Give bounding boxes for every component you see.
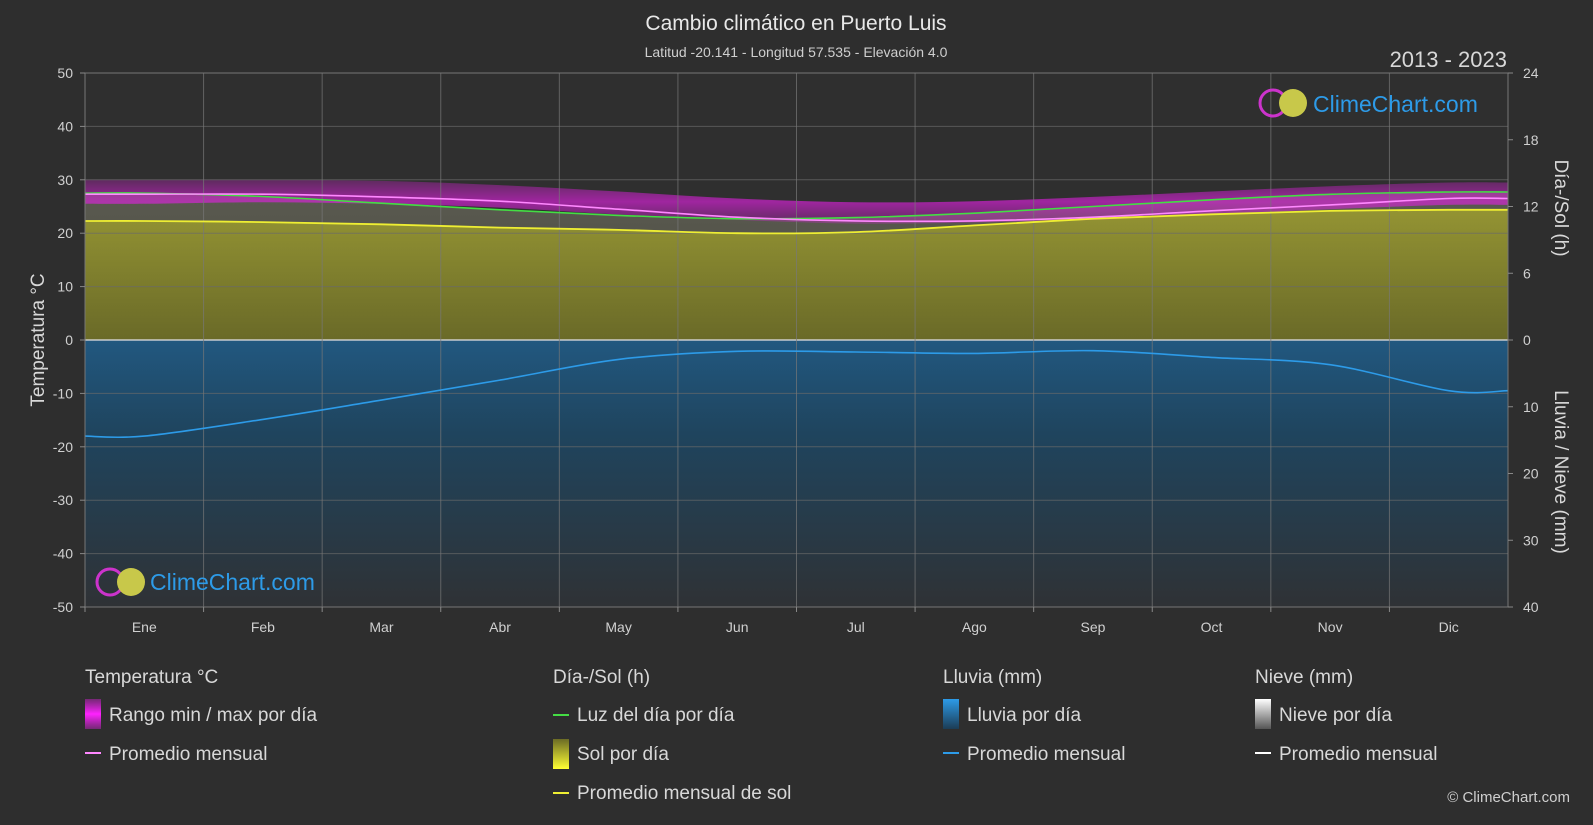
y-tick-label: 50: [57, 65, 73, 81]
brand-text-top: ClimeChart.com: [1313, 91, 1478, 117]
brand-text-bottom: ClimeChart.com: [150, 569, 315, 595]
y2-mm-tick-label: 30: [1523, 532, 1539, 548]
y-tick-label: -20: [53, 439, 73, 455]
legend-snow-label: Nieve por día: [1279, 705, 1392, 726]
legend-temp-avg-label: Promedio mensual: [109, 744, 267, 765]
legend: Temperatura °C Rango min / max por día P…: [85, 667, 1437, 804]
year-range: 2013 - 2023: [1390, 47, 1507, 72]
y-tick-label: 20: [57, 225, 73, 241]
legend-sun-label: Sol por día: [577, 744, 669, 765]
y2-hours-tick-label: 24: [1523, 65, 1539, 81]
y-tick-label: 30: [57, 172, 73, 188]
temp-avg-line: [85, 193, 1508, 223]
y-tick-label: 10: [57, 279, 73, 295]
y2-hours-tick-label: 12: [1523, 199, 1539, 215]
y2-hours-tick-label: 0: [1523, 332, 1531, 348]
x-tick-label: Sep: [1080, 619, 1105, 635]
logo-sun-icon: [1279, 89, 1307, 117]
legend-rain-label: Lluvia por día: [967, 705, 1082, 726]
axes: 50 40 30 20 10 0 -10 -20 -30 -40 -50 24 18 12 6 0 10 20 30…: [53, 65, 1539, 635]
daylight-line: [85, 191, 1508, 220]
chart-title: Cambio climático en Puerto Luis: [645, 12, 946, 35]
x-tick-label: Nov: [1318, 619, 1343, 635]
brand-logo-bottom: ClimeChart.com: [95, 567, 315, 597]
legend-temp-range-swatch: [85, 699, 101, 729]
y2-hours-tick-label: 6: [1523, 265, 1531, 281]
legend-rain: Lluvia (mm) Lluvia por día Promedio mens…: [943, 667, 1125, 765]
x-tick-label: Dic: [1439, 619, 1459, 635]
x-tick-label: Ene: [132, 619, 157, 635]
y-tick-label: 0: [65, 332, 73, 348]
x-tick-label: Abr: [489, 619, 511, 635]
legend-rain-title: Lluvia (mm): [943, 667, 1042, 688]
copyright: © ClimeChart.com: [1447, 789, 1570, 806]
y-tick-label: 40: [57, 118, 73, 134]
x-tick-label: Feb: [251, 619, 275, 635]
x-tick-label: Oct: [1201, 619, 1223, 635]
y2-axis-label-top: Día-/Sol (h): [1550, 159, 1571, 256]
legend-sun-title: Día-/Sol (h): [553, 667, 650, 688]
legend-sun-avg-label: Promedio mensual de sol: [577, 783, 791, 804]
chart-subtitle: Latitud -20.141 - Longitud 57.535 - Elev…: [645, 44, 948, 60]
y2-mm-tick-label: 40: [1523, 599, 1539, 615]
x-tick-label: Ago: [962, 619, 987, 635]
legend-temperature-title: Temperatura °C: [85, 667, 218, 688]
y-tick-label: -50: [53, 599, 73, 615]
series-lines: [85, 191, 1508, 439]
x-tick-label: Jun: [726, 619, 749, 635]
y-axis-label: Temperatura °C: [28, 273, 49, 406]
legend-snow-avg-label: Promedio mensual: [1279, 744, 1437, 765]
brand-logo-top: ClimeChart.com: [1258, 88, 1478, 118]
legend-sun: Día-/Sol (h) Luz del día por día Sol por…: [553, 667, 791, 804]
y2-hours-tick-label: 18: [1523, 132, 1539, 148]
legend-rain-avg-label: Promedio mensual: [967, 744, 1125, 765]
plot-area: [85, 73, 1508, 607]
legend-snow-swatch: [1255, 699, 1271, 729]
logo-sun-icon: [117, 568, 145, 596]
y2-mm-tick-label: 10: [1523, 399, 1539, 415]
x-tick-label: Jul: [847, 619, 865, 635]
y2-mm-tick-label: 20: [1523, 466, 1539, 482]
y2-axis-label-bottom: Lluvia / Nieve (mm): [1550, 390, 1571, 554]
legend-snow-title: Nieve (mm): [1255, 667, 1353, 688]
sun-avg-line: [85, 208, 1508, 235]
legend-sun-swatch: [553, 739, 569, 769]
legend-snow: Nieve (mm) Nieve por día Promedio mensua…: [1255, 667, 1437, 765]
legend-daylight-label: Luz del día por día: [577, 705, 735, 726]
x-tick-label: May: [605, 619, 631, 635]
legend-rain-swatch: [943, 699, 959, 729]
x-tick-label: Mar: [369, 619, 393, 635]
rain-avg-line: [85, 349, 1508, 439]
y-tick-label: -30: [53, 492, 73, 508]
legend-temp-range-label: Rango min / max por día: [109, 705, 317, 726]
legend-temperature: Temperatura °C Rango min / max por día P…: [85, 667, 317, 765]
y-tick-label: -10: [53, 385, 73, 401]
y-tick-label: -40: [53, 546, 73, 562]
